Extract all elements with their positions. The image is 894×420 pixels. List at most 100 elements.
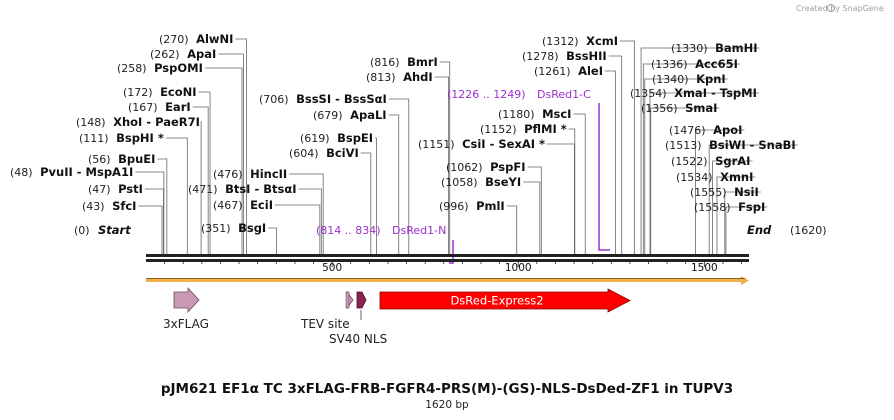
site-leader-line (388, 98, 410, 254)
site-label-bsphi[interactable]: (111) BspHI * (79, 131, 164, 145)
site-label-bspei[interactable]: (619) BspEI (300, 131, 373, 145)
site-label-bamhi[interactable]: (1330) BamHI (671, 41, 758, 55)
site-label-apai[interactable]: (262) ApaI (150, 47, 216, 61)
site-label-xhoi[interactable]: (148) XhoI - PaeR7I (76, 115, 200, 129)
feature-dsred-express2[interactable]: DsRed-Express2 (379, 288, 631, 313)
start-label: Start (98, 223, 131, 237)
site-label-xmai[interactable]: (1354) XmaI - TspMI (630, 86, 757, 100)
site-label-acc65i[interactable]: (1336) Acc65I (651, 57, 738, 71)
end-pos: (1620) (790, 224, 827, 237)
site-label-bseyi[interactable]: (1058) BseYI (441, 175, 521, 189)
site-label-psti[interactable]: (47) PstI (88, 182, 143, 196)
site-leader-line (573, 113, 586, 254)
primer-dsred1-n[interactable]: (814 .. 834) DsRed1-N (316, 224, 454, 264)
end-label: End (747, 223, 772, 237)
map-length: 1620 bp (425, 399, 469, 411)
site-leader-line (650, 107, 720, 254)
feature-tev-site-label: TEV site (300, 317, 350, 331)
ruler-ticks: 500 1000 1500 (164, 262, 742, 274)
site-label-alwni[interactable]: (270) AlwNI (159, 32, 233, 46)
feature-3xflag-label: 3xFLAG (163, 317, 209, 331)
snapgene-credit: Created by SnapGene (796, 4, 884, 13)
site-leader-line (708, 144, 798, 254)
site-label-alei[interactable]: (1261) AleI (534, 64, 603, 78)
site-leader-line (274, 204, 321, 254)
site-label-csii[interactable]: (1151) CsiI - SexAI * (418, 137, 545, 151)
site-label-bsiwi[interactable]: (1513) BsiWI - SnaBI (665, 138, 796, 152)
site-label-kpni[interactable]: (1340) KpnI (652, 72, 726, 86)
map-title: pJM621 EF1α TC 3xFLAG-FRB-FGFR4-PRS(M)-(… (161, 381, 733, 397)
site-label-pflmi[interactable]: (1152) PflMI * (480, 122, 567, 136)
site-leader-line (268, 227, 278, 254)
site-label-pvuii[interactable]: (48) PvuII - MspA1I (10, 165, 133, 179)
feature-dsred-express2-label: DsRed-Express2 (450, 294, 543, 308)
site-label-sfci[interactable]: (43) SfcI (82, 199, 136, 213)
site-leader-line (157, 158, 168, 254)
site-label-apali[interactable]: (679) ApaLI (313, 108, 387, 122)
site-label-bsgi[interactable]: (351) BsgI (201, 221, 266, 235)
site-leader-line (568, 128, 576, 254)
site-leader-line (620, 40, 635, 254)
site-label-bsshii[interactable]: (1278) BssHII (522, 49, 607, 63)
site-label-bmri[interactable]: (816) BmrI (370, 55, 438, 69)
site-label-btsi[interactable]: (471) BtsI - BtsαI (188, 182, 297, 196)
site-label-xcmi[interactable]: (1312) XcmI (542, 34, 618, 48)
site-leader-line (235, 38, 247, 254)
site-label-nsii[interactable]: (1555) NsiI (690, 185, 759, 199)
site-label-hincii[interactable]: (476) HincII (213, 167, 287, 181)
site-label-fspi[interactable]: (1558) FspI (694, 200, 765, 214)
site-leader-line (289, 173, 324, 254)
site-leader-line (218, 53, 244, 254)
site-label-smai[interactable]: (1356) SmaI (641, 101, 717, 115)
site-leader-line (375, 137, 377, 254)
primer-dsred1-n-label: DsRed1-N (392, 224, 446, 237)
site-leader-line (192, 106, 209, 254)
site-label-bsssi[interactable]: (706) BssSI - BssSαI (259, 92, 387, 106)
site-leader-line (725, 206, 768, 254)
site-leader-line (298, 188, 322, 254)
site-leader-lines (135, 38, 798, 254)
site-leader-line (716, 176, 756, 254)
site-label-econi[interactable]: (172) EcoNI (123, 85, 197, 99)
site-leader-line (605, 70, 616, 254)
site-leader-line (165, 137, 188, 254)
ruler-tick-label: 1000 (505, 262, 532, 274)
feature-3xflag[interactable]: 3xFLAG (163, 286, 209, 331)
site-label-pspomi[interactable]: (258) PspOMI (117, 61, 203, 75)
site-leader-line (608, 55, 623, 254)
site-label-eari[interactable]: (167) EarI (128, 100, 191, 114)
primer-dsred1-c-range: (1226 .. 1249) (447, 88, 526, 101)
ruler-tick-label: 1500 (691, 262, 718, 274)
site-leader-line (695, 129, 745, 254)
site-label-ecii[interactable]: (467) EciI (213, 198, 273, 212)
site-leader-line (144, 188, 164, 254)
site-leader-line (135, 171, 165, 254)
site-label-msci[interactable]: (1180) MscI (498, 107, 571, 121)
site-label-bpuei[interactable]: (56) BpuEI (88, 152, 155, 166)
site-leader-line (547, 143, 575, 254)
snapgene-logo-icon (827, 4, 835, 12)
primer-dsred1-c[interactable]: (1226 .. 1249) DsRed1-C (447, 88, 610, 251)
site-label-ahdi[interactable]: (813) AhdI (366, 70, 433, 84)
site-label-apoi[interactable]: (1476) ApoI (669, 123, 742, 137)
site-leader-line (439, 61, 451, 254)
site-label-bcivi[interactable]: (604) BciVI (289, 146, 359, 160)
site-leader-line (506, 205, 518, 254)
sequence-backbone (146, 254, 749, 262)
site-leader-line (198, 91, 211, 254)
site-label-sgrai[interactable]: (1522) SgrAI (671, 154, 750, 168)
feature-tev-site[interactable]: TEV site (300, 290, 354, 331)
enzyme-labels: (43) SfcI (47) PstI (48) PvuII - MspA1I(56… (10, 32, 796, 235)
site-label-pmli[interactable]: (996) PmlI (439, 199, 505, 213)
site-label-xmni[interactable]: (1534) XmnI (676, 170, 753, 184)
site-leader-line (200, 121, 202, 254)
site-leader-line (204, 67, 243, 254)
orf-arrow[interactable] (146, 276, 749, 285)
feature-sv40-nls[interactable]: SV40 NLS (329, 291, 387, 346)
site-leader-line (640, 47, 760, 254)
site-label-pspfi[interactable]: (1062) PspFI (446, 160, 526, 174)
feature-sv40-nls-label: SV40 NLS (329, 332, 387, 346)
site-leader-line (527, 166, 542, 254)
start-pos: (0) (74, 224, 90, 237)
